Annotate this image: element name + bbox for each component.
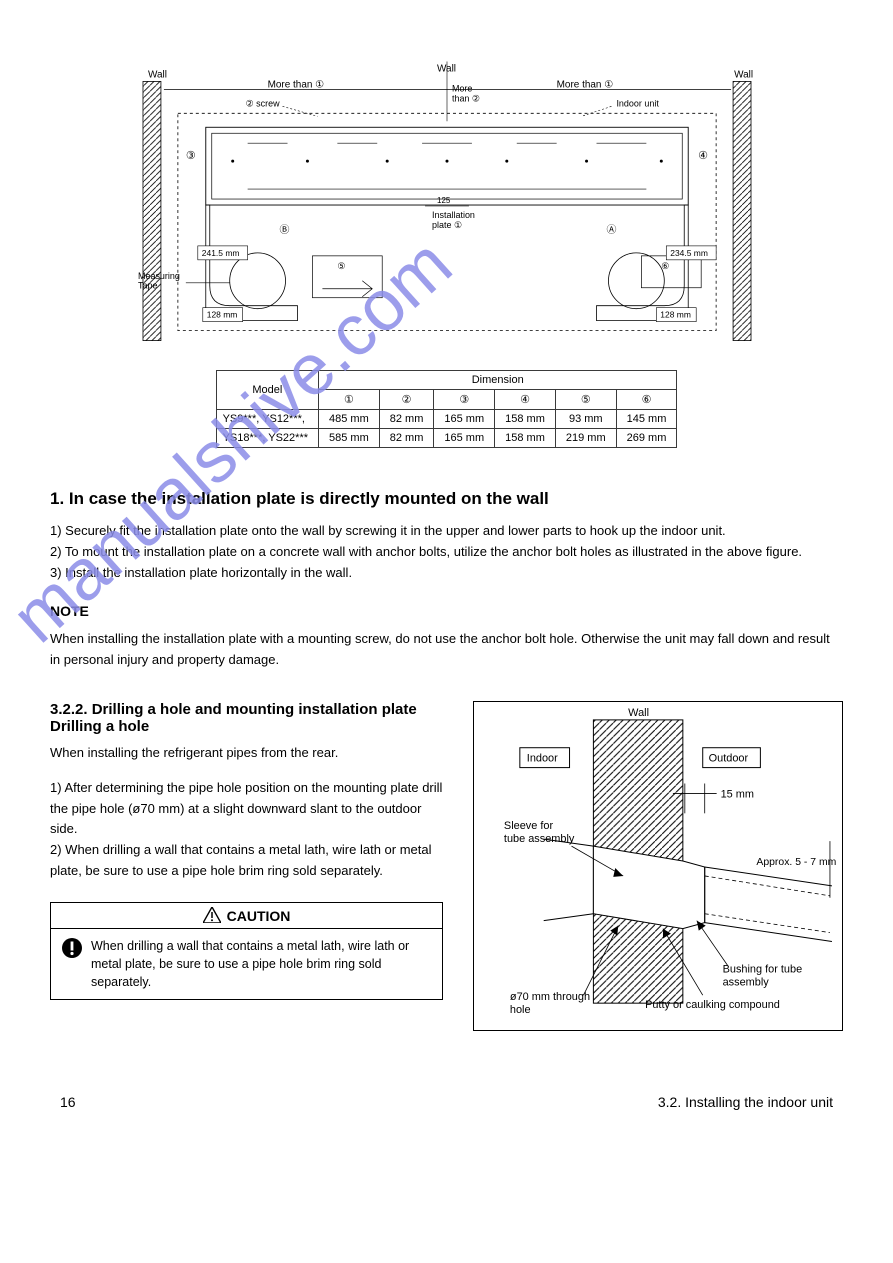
- hole-intro: When installing the refrigerant pipes fr…: [50, 743, 443, 764]
- section-1-step-2: 2) To mount the installation plate on a …: [50, 542, 843, 563]
- note-body: When installing the installation plate w…: [50, 629, 843, 671]
- indoor-unit-label: Indoor unit: [616, 98, 659, 108]
- caution-body-text: When drilling a wall that contains a met…: [91, 937, 432, 991]
- hole-step-2: 2) When drilling a wall that contains a …: [50, 840, 443, 882]
- section-322-title: 3.2.2. Drilling a hole and mounting inst…: [50, 701, 443, 735]
- caution-label: CAUTION: [227, 908, 291, 924]
- more-than-1-left: More than ①: [267, 79, 324, 90]
- installation-plate-figure: Wall Wall Wall More than ① More than ① M…: [137, 60, 757, 449]
- dim-col-6: ⑥: [616, 390, 677, 410]
- circled-3: ③: [185, 150, 195, 162]
- dim-right-label: 234.5 mm: [670, 248, 708, 258]
- sleeve-label-2: tube assembly: [504, 833, 575, 845]
- table-row: YS9***, YS12***, 485 mm 82 mm 165 mm 158…: [216, 410, 677, 429]
- dim-col-2: ②: [379, 390, 434, 410]
- table-row: YS18***, YS22*** 585 mm 82 mm 165 mm 158…: [216, 429, 677, 448]
- dim-col-5: ⑤: [555, 390, 616, 410]
- note-label: NOTE: [50, 603, 843, 619]
- section-1-step-1: 1) Securely fit the installation plate o…: [50, 521, 843, 542]
- wall-label-center: Wall: [437, 63, 456, 74]
- page-number: 16: [60, 1094, 76, 1110]
- wall-label-right: Wall: [734, 69, 753, 80]
- indoor-label: Indoor: [527, 753, 558, 765]
- exclamation-circle-icon: [61, 937, 83, 991]
- putty-label: Putty or caulking compound: [645, 999, 780, 1011]
- circled-6: ⑥: [661, 261, 669, 271]
- dim-left-label: 241.5 mm: [201, 248, 239, 258]
- warning-triangle-icon: [203, 907, 221, 923]
- section-1-heading: 1. In case the installation plate is dir…: [50, 489, 843, 509]
- svg-text:plate ①: plate ①: [432, 220, 462, 230]
- outdoor-label: Outdoor: [709, 753, 749, 765]
- wall-text: Wall: [628, 707, 649, 719]
- circled-A: Ⓐ: [606, 224, 616, 236]
- install-plate-svg: Wall Wall Wall More than ① More than ① M…: [138, 61, 756, 361]
- caution-header: CAUTION: [51, 903, 442, 929]
- screw-label: ② screw: [245, 98, 279, 108]
- dim-bottom-l: 128 mm: [206, 310, 237, 320]
- dim-col-4: ④: [495, 390, 556, 410]
- footer-section-title: 3.2. Installing the indoor unit: [658, 1094, 833, 1110]
- more-than-1-right: More than ①: [556, 79, 613, 90]
- dim-bottom-r: 128 mm: [660, 310, 691, 320]
- hole-label-2: hole: [510, 1004, 531, 1016]
- caution-box: CAUTION When drilling a wall that contai…: [50, 902, 443, 1000]
- approx-label: Approx. 5 - 7 mm: [756, 857, 836, 868]
- svg-text:than ②: than ②: [451, 93, 479, 103]
- hole-step-1: 1) After determining the pipe hole posit…: [50, 778, 443, 840]
- install-plate-label: Installation: [432, 210, 475, 220]
- dim-col-1: ①: [319, 390, 380, 410]
- dim-125: 125: [437, 196, 451, 205]
- dim-model-header: Model: [216, 371, 318, 410]
- measuring-tape-label: Measuring: [138, 271, 180, 281]
- circled-5: ⑤: [337, 261, 345, 271]
- sleeve-label-1: Sleeve for: [504, 820, 554, 832]
- bushing-label-2: assembly: [723, 976, 770, 988]
- wall-label-left: Wall: [147, 69, 166, 80]
- dimension-table: Model Dimension ① ② ③ ④ ⑤ ⑥ YS9***, YS12…: [216, 370, 678, 448]
- dim-col-3: ③: [434, 390, 495, 410]
- circled-B: Ⓑ: [279, 224, 289, 236]
- section-1-step-3: 3) Install the installation plate horizo…: [50, 563, 843, 584]
- bushing-label-1: Bushing for tube: [723, 963, 803, 975]
- circled-4: ④: [698, 150, 708, 162]
- dim-15mm: 15 mm: [721, 788, 754, 800]
- dim-header: Dimension: [319, 371, 677, 390]
- more-than-2: More: [451, 83, 471, 93]
- svg-text:Tape: Tape: [138, 281, 157, 291]
- wall-hole-diagram: Wall Indoor Outdoor 15 mm: [473, 701, 843, 1031]
- hole-label-1: ø70 mm through: [510, 991, 590, 1003]
